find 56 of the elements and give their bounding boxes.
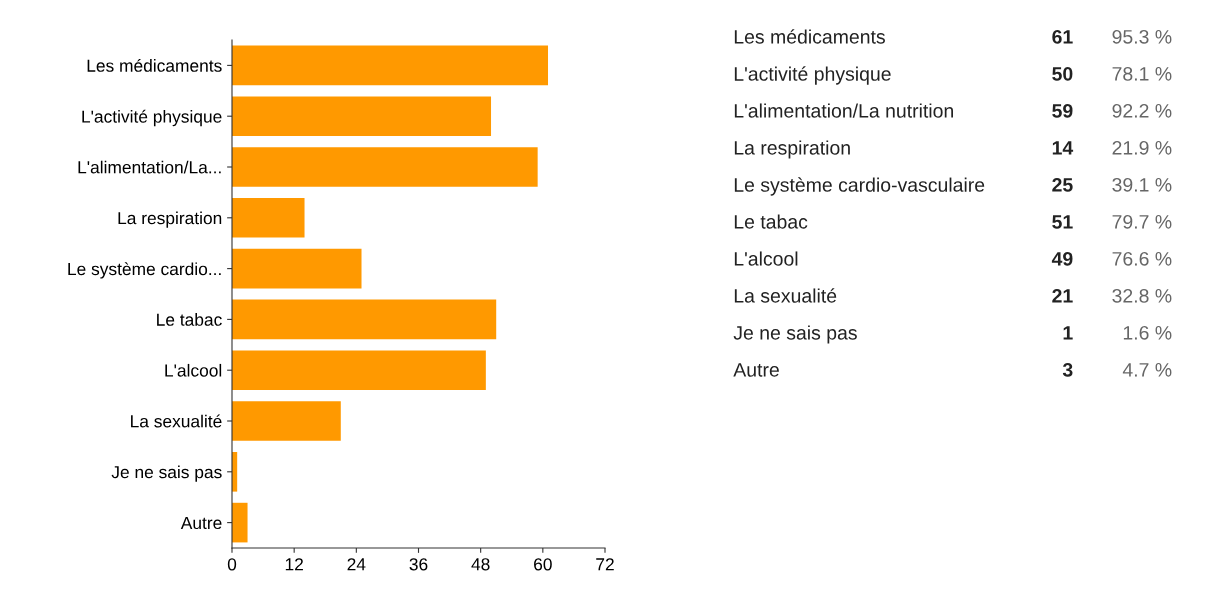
text: L'alcool bbox=[734, 251, 798, 266]
y-tick-label: Le tabac bbox=[157, 313, 222, 326]
text: 59 bbox=[1052, 103, 1073, 118]
text: Le tabac bbox=[734, 214, 808, 229]
text: Je ne sais pas bbox=[733, 325, 857, 344]
bar bbox=[232, 96, 492, 137]
text: 21 bbox=[1052, 288, 1073, 303]
text: Le système cardio-vasculaire bbox=[734, 177, 985, 196]
y-tick-label: Les médicaments bbox=[87, 58, 222, 72]
text: 21.9 % bbox=[1112, 140, 1172, 155]
text: 76.6 % bbox=[1112, 251, 1172, 266]
x-tick-label: 72 bbox=[596, 558, 614, 571]
bar bbox=[232, 502, 248, 543]
bar bbox=[232, 248, 362, 289]
text: 25 bbox=[1052, 177, 1073, 192]
text: L'alimentation/La nutrition bbox=[734, 103, 953, 118]
x-tick-label: 60 bbox=[534, 558, 552, 571]
text: La respiration bbox=[734, 140, 850, 159]
text: 1 bbox=[1063, 326, 1073, 340]
y-tick-label: Le système cardio... bbox=[68, 262, 221, 279]
x-tick-label: 0 bbox=[227, 558, 237, 571]
bar bbox=[232, 147, 538, 187]
bar bbox=[232, 401, 341, 441]
text: Les médicaments bbox=[734, 29, 885, 44]
y-tick-label: Je ne sais pas bbox=[111, 465, 222, 482]
text: 61 bbox=[1052, 29, 1073, 44]
text: 4.7 % bbox=[1122, 363, 1172, 377]
text: 95.3 % bbox=[1112, 29, 1172, 44]
text: 32.8 % bbox=[1112, 288, 1172, 303]
bar bbox=[232, 299, 497, 340]
y-tick-label: L'alimentation/La... bbox=[78, 160, 221, 174]
x-tick-label: 24 bbox=[347, 558, 366, 571]
bar bbox=[232, 350, 486, 391]
y-tick-label: Autre bbox=[180, 516, 222, 530]
x-tick-label: 36 bbox=[409, 558, 428, 571]
text: 1.6 % bbox=[1123, 325, 1172, 340]
text: 79.7 % bbox=[1112, 214, 1172, 229]
text: L'activité physique bbox=[734, 66, 891, 85]
x-tick-label: 48 bbox=[471, 558, 490, 571]
y-tick-label: L'alcool bbox=[165, 363, 222, 377]
text: 39.1 % bbox=[1112, 177, 1172, 192]
x-tick-label: 12 bbox=[285, 558, 303, 571]
y-tick-label: La sexualité bbox=[131, 414, 222, 428]
text: 50 bbox=[1052, 66, 1073, 81]
text: La sexualité bbox=[734, 288, 837, 303]
text: Autre bbox=[733, 363, 779, 377]
text: 14 bbox=[1052, 141, 1074, 155]
bar bbox=[232, 45, 549, 86]
text: 92.2 % bbox=[1112, 103, 1172, 118]
y-tick-label: L'activité physique bbox=[82, 109, 222, 127]
text: 78.1 % bbox=[1112, 66, 1172, 81]
text: 51 bbox=[1052, 215, 1073, 229]
bar bbox=[232, 197, 305, 238]
text: 49 bbox=[1051, 251, 1073, 266]
y-tick-label: La respiration bbox=[118, 211, 222, 228]
text: 3 bbox=[1062, 362, 1073, 377]
